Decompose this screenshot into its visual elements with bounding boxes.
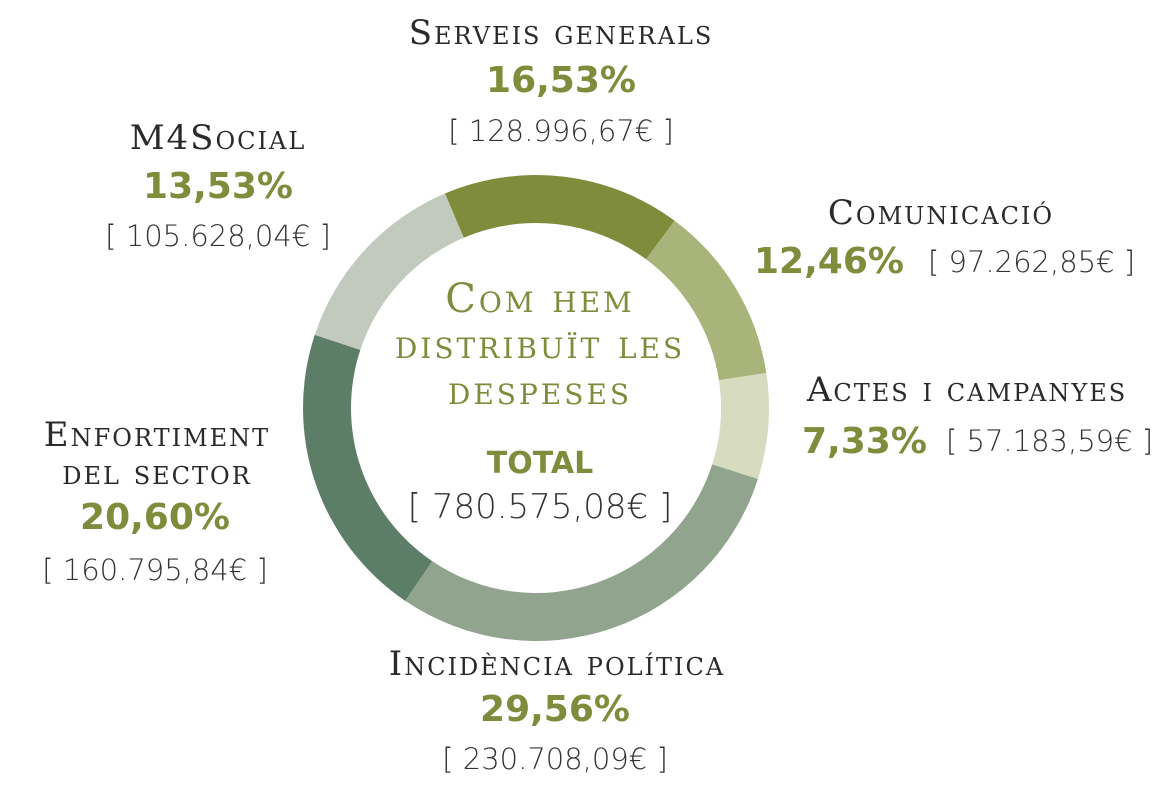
slice-percent: 13,53%	[143, 166, 293, 207]
slice-amount: [ 97.262,85€ ]	[928, 245, 1136, 279]
slice-label: Enfortiment del sector	[43, 415, 271, 493]
slice-label: Comunicació	[827, 193, 1055, 233]
slice-amount: [ 128.996,67€ ]	[448, 114, 674, 148]
slice-amount: [ 57.183,59€ ]	[946, 424, 1154, 458]
slice-percent: 12,46%	[754, 241, 904, 282]
slice-label: M4Social	[129, 118, 307, 158]
slice-label: Serveis generals	[408, 13, 714, 53]
chart-title: Com hem distribuït les despeses	[394, 276, 686, 414]
total-amount: [ 780.575,08€ ]	[407, 487, 673, 527]
donut-slice	[405, 464, 758, 641]
slice-percent: 20,60%	[80, 497, 230, 538]
slice-amount: [ 160.795,84€ ]	[42, 553, 268, 587]
donut-slice	[712, 372, 769, 479]
donut-slice	[314, 193, 464, 350]
slice-percent: 16,53%	[486, 60, 636, 101]
donut-slice	[646, 220, 767, 381]
slice-percent: 7,33%	[802, 421, 927, 462]
slice-percent: 29,56%	[480, 689, 630, 730]
slice-label: Actes i campanyes	[806, 370, 1128, 410]
total-label: TOTAL	[486, 446, 594, 481]
slice-label: Incidència política	[388, 644, 726, 684]
slice-amount: [ 105.628,04€ ]	[105, 219, 331, 253]
slice-amount: [ 230.708,09€ ]	[442, 742, 668, 776]
donut-slice	[444, 175, 675, 260]
donut-slice	[303, 334, 433, 601]
